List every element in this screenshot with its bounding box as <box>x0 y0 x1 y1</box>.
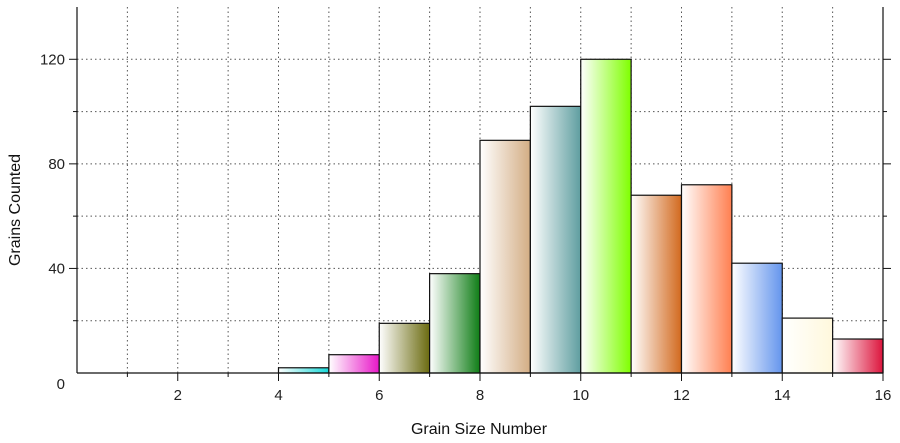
origin-label: 0 <box>57 376 65 393</box>
x-tick-label: 4 <box>274 387 282 404</box>
histogram-bar <box>731 262 783 374</box>
x-axis-title: Grain Size Number <box>411 421 548 438</box>
x-tick-label: 14 <box>774 387 791 404</box>
x-tick-label: 16 <box>875 387 892 404</box>
x-tick-label: 12 <box>673 387 690 404</box>
y-tick-label: 80 <box>48 156 65 173</box>
axes <box>69 7 891 381</box>
histogram-bar <box>529 105 582 374</box>
histogram-bar <box>328 354 380 374</box>
y-tick-label: 40 <box>48 260 65 277</box>
x-tick-label: 10 <box>572 387 589 404</box>
x-tick-label: 6 <box>375 387 383 404</box>
x-tick-label: 8 <box>476 387 484 404</box>
histogram-bar <box>479 139 531 374</box>
histogram-bar <box>580 58 632 374</box>
histogram-bar <box>277 367 330 374</box>
tick-labels: 40 80 120 2 4 6 8 10 12 14 16 0 <box>40 51 891 404</box>
histogram-bar <box>680 184 733 374</box>
histogram-bar <box>781 317 834 374</box>
x-tick-label: 2 <box>174 387 182 404</box>
histogram-bar <box>630 194 683 374</box>
bars <box>277 58 884 374</box>
histogram-bar <box>429 273 481 374</box>
histogram-bar <box>832 338 884 374</box>
y-tick-label: 120 <box>40 51 65 68</box>
histogram-bar <box>378 322 431 374</box>
y-axis-title: Grains Counted <box>7 154 24 266</box>
